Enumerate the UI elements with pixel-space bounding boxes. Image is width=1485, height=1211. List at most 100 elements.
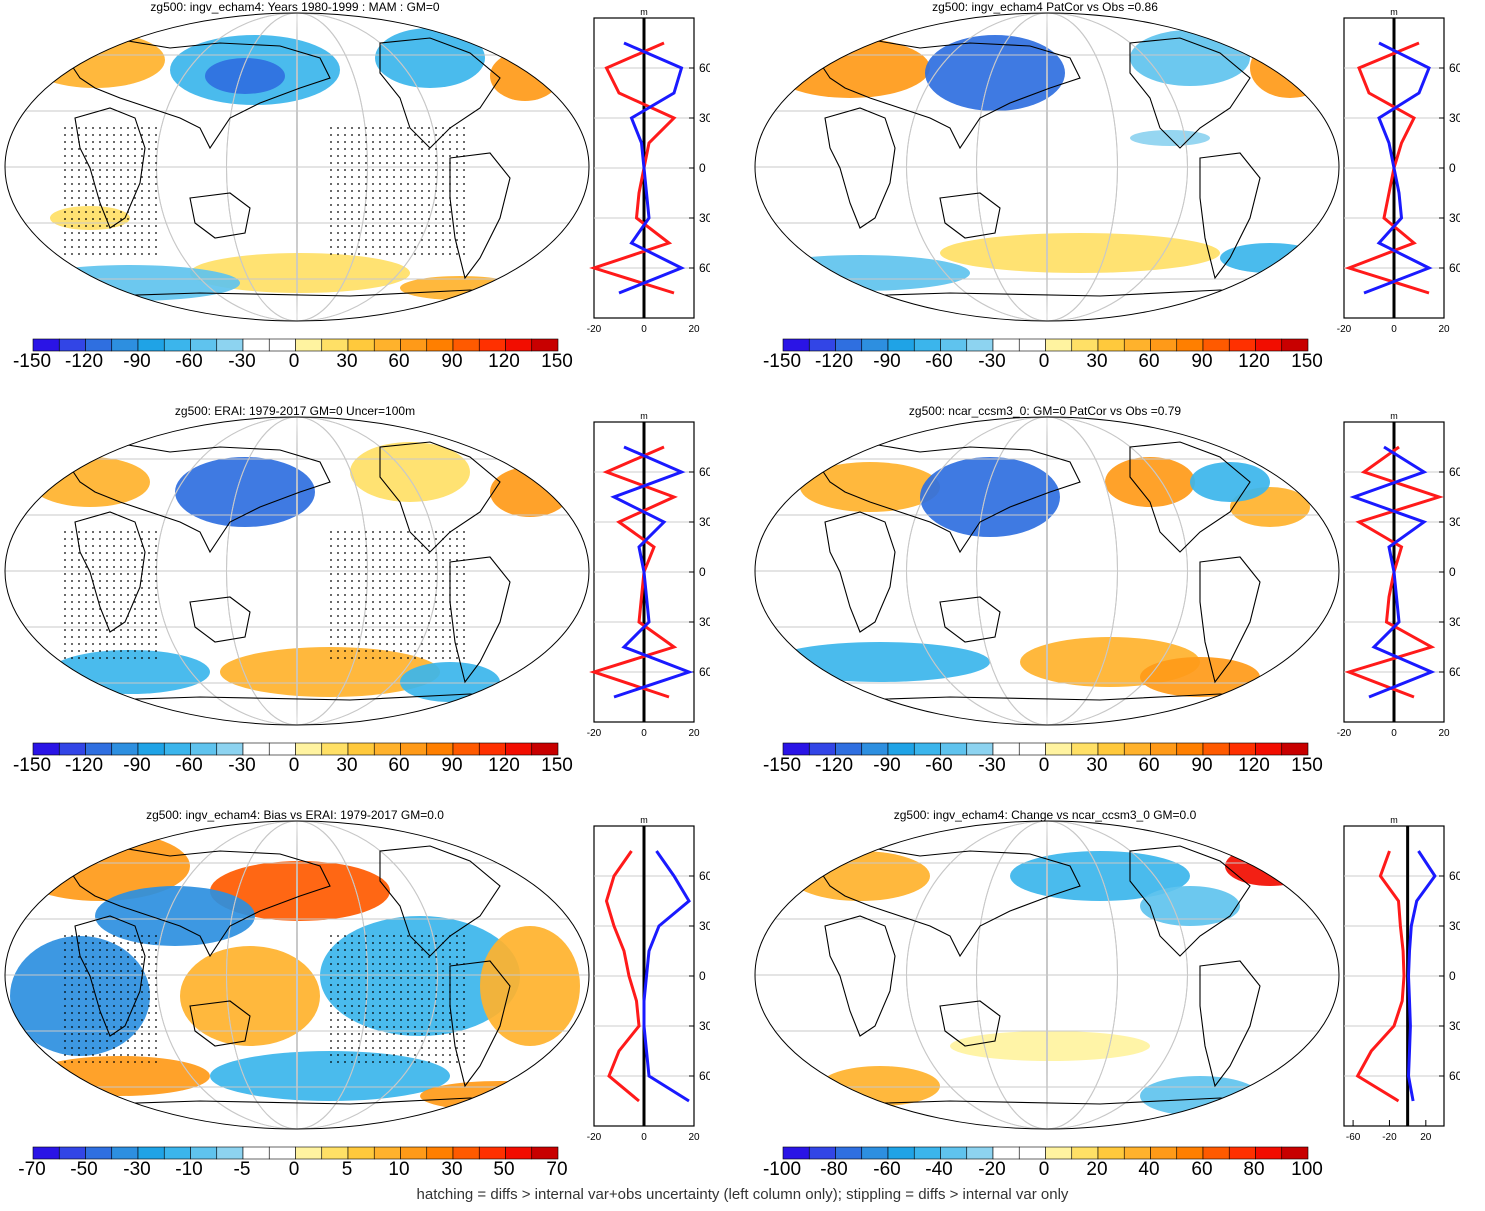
stipple-dot: [351, 545, 353, 547]
stipple-dot: [64, 141, 66, 143]
stipple-dot: [127, 1026, 129, 1028]
stipple-dot: [414, 169, 416, 171]
stipple-dot: [400, 1026, 402, 1028]
stipple-dot: [127, 1047, 129, 1049]
colorbar-tick: 30: [336, 351, 358, 372]
stipple-dot: [344, 190, 346, 192]
stipple-dot: [120, 204, 122, 206]
stipple-dot: [134, 127, 136, 129]
stipple-dot: [148, 218, 150, 220]
profile-ytick-label: 60N: [699, 869, 710, 883]
stipple-dot: [393, 636, 395, 638]
profile-ytick-label: 0: [699, 969, 706, 983]
stipple-dot: [386, 141, 388, 143]
anomaly-region: [180, 946, 320, 1046]
stipple-dot: [134, 984, 136, 986]
stipple-dot: [64, 232, 66, 234]
stipple-dot: [85, 991, 87, 993]
stipple-dot: [442, 1047, 444, 1049]
stipple-dot: [372, 643, 374, 645]
stipple-dot: [344, 197, 346, 199]
colorbar-swatch: [1202, 1146, 1230, 1160]
stipple-dot: [106, 998, 108, 1000]
profile-ytick-label: 0: [699, 161, 706, 175]
map-border: [754, 416, 1340, 726]
stipple-dot: [134, 580, 136, 582]
stipple-dot: [442, 239, 444, 241]
stipple-dot: [421, 1005, 423, 1007]
stipple-dot: [337, 942, 339, 944]
stipple-dot: [379, 253, 381, 255]
stipple-dot: [421, 559, 423, 561]
stipple-dot: [463, 538, 465, 540]
colorbar-swatch: [1071, 742, 1099, 756]
stipple-dot: [64, 1054, 66, 1056]
stipple-dot: [421, 162, 423, 164]
stipple-dot: [78, 636, 80, 638]
stipple-dot: [463, 127, 465, 129]
stipple-dot: [414, 253, 416, 255]
coastline: [824, 107, 896, 229]
stipple-dot: [421, 949, 423, 951]
profile-xtick-label: 20: [688, 324, 700, 335]
stipple-dot: [358, 636, 360, 638]
stipple-dot: [330, 650, 332, 652]
colorbar-swatch: [505, 1146, 533, 1160]
colorbar-tick: -90: [123, 351, 151, 372]
stipple-dot: [92, 531, 94, 533]
stipple-dot: [407, 1026, 409, 1028]
stipple-dot: [393, 211, 395, 213]
stipple-dot: [351, 1061, 353, 1063]
stipple-dot: [141, 935, 143, 937]
stipple-dot: [407, 587, 409, 589]
stipple-dot: [407, 984, 409, 986]
stipple-dot: [330, 984, 332, 986]
stipple-dot: [120, 190, 122, 192]
stipple-dot: [372, 545, 374, 547]
stipple-dot: [379, 190, 381, 192]
stipple-dot: [127, 1033, 129, 1035]
stipple-dot: [372, 148, 374, 150]
stipple-dot: [71, 963, 73, 965]
stipple-dot: [141, 538, 143, 540]
stipple-dot: [400, 970, 402, 972]
stipple-dot: [337, 977, 339, 979]
stipple-dot: [120, 998, 122, 1000]
stipple-dot: [113, 935, 115, 937]
stipple-dot: [155, 232, 157, 234]
colorbar-swatch: [808, 742, 836, 756]
stipple-dot: [365, 239, 367, 241]
stipple-dot: [365, 657, 367, 659]
profile-ytick-label: 60N: [1449, 869, 1460, 883]
stipple-dot: [155, 545, 157, 547]
stipple-dot: [330, 657, 332, 659]
stipple-dot: [428, 1061, 430, 1063]
profile-xtick-label: -20: [587, 1132, 602, 1143]
stipple-dot: [337, 176, 339, 178]
stipple-dot: [141, 991, 143, 993]
stipple-dot: [106, 1033, 108, 1035]
anomaly-region: [1130, 30, 1250, 86]
colorbar-swatch: [887, 742, 915, 756]
stipple-dot: [141, 1054, 143, 1056]
longitude-line: [296, 821, 298, 1129]
stipple-dot: [113, 1061, 115, 1063]
stipple-dot: [393, 1019, 395, 1021]
stipple-dot: [106, 1061, 108, 1063]
stipple-dot: [393, 1040, 395, 1042]
stipple-dot: [351, 169, 353, 171]
stipple-dot: [113, 949, 115, 951]
stipple-dot: [106, 615, 108, 617]
stipple-dot: [92, 622, 94, 624]
coastline: [379, 441, 501, 553]
stipple-dot: [92, 183, 94, 185]
stipple-dot: [365, 949, 367, 951]
stipple-dot: [120, 942, 122, 944]
colorbar-swatch: [373, 742, 401, 756]
stipple-dot: [155, 991, 157, 993]
stipple-dot: [435, 1061, 437, 1063]
anomaly-region: [50, 650, 210, 694]
stipple-dot: [435, 942, 437, 944]
colorbar-swatch: [452, 742, 480, 756]
stipple-dot: [442, 531, 444, 533]
